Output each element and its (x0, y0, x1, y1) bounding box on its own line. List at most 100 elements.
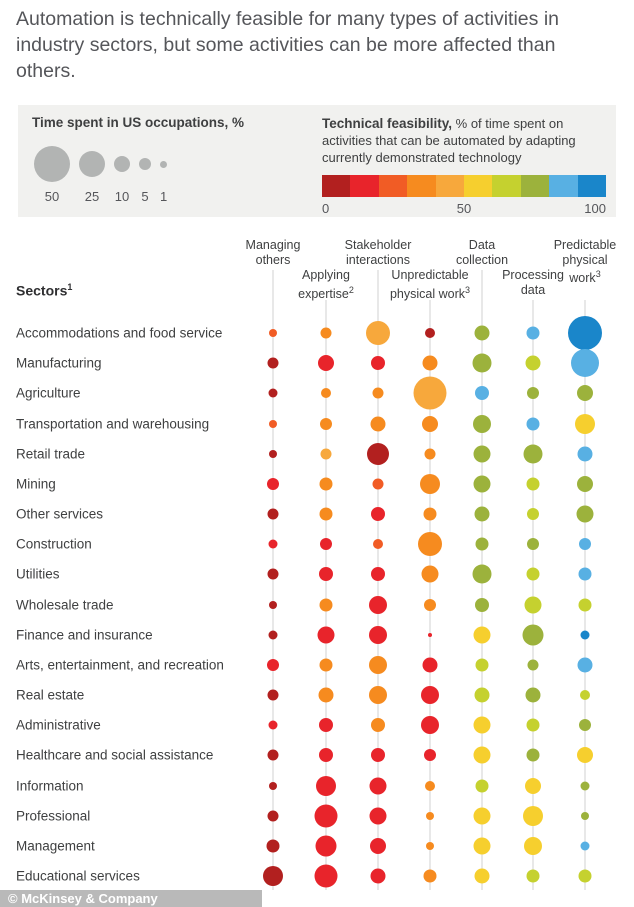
figure-title: Automation is technically feasible for m… (16, 8, 560, 82)
bubble-unpredictable-physical-work (421, 565, 439, 583)
bubble-data-collection (473, 746, 491, 764)
bubble-data-collection (475, 537, 489, 551)
sector-label: Accommodations and food service (16, 325, 223, 341)
bubble-data-collection (474, 506, 490, 522)
size-legend-label: 25 (84, 189, 100, 204)
bubble-applying-expertise (319, 567, 333, 582)
column-header-unpredictable-physical-work: Unpredictable physical work3 (389, 268, 471, 301)
size-legend-label: 5 (141, 189, 149, 204)
bubble-applying-expertise (320, 448, 332, 460)
bubble-stakeholder-interactions (371, 356, 385, 371)
sectors-column-title: Sectors1 (16, 282, 73, 299)
bubble-predictable-physical-work (577, 657, 593, 673)
bubble-data-collection (473, 445, 491, 463)
column-header-predictable-physical-work: Predictable physical work3 (553, 238, 617, 286)
bubble-managing-others (267, 508, 279, 520)
bubble-unpredictable-physical-work (420, 473, 440, 494)
bubble-applying-expertise (317, 626, 335, 644)
bubble-stakeholder-interactions (370, 837, 386, 854)
bubble-applying-expertise (320, 417, 332, 430)
bubble-processing-data (525, 355, 541, 371)
sector-label: Retail trade (16, 446, 86, 462)
bubble-unpredictable-physical-work (425, 780, 435, 791)
bubble-unpredictable-physical-work (413, 376, 447, 410)
sector-label: Healthcare and social assistance (16, 747, 214, 763)
feasibility-legend-title-rest: % of time spent on activities that can b… (322, 116, 576, 165)
scale-tick-0: 0 (322, 201, 330, 216)
bubble-managing-others (268, 539, 278, 549)
bubble-stakeholder-interactions (369, 686, 387, 705)
column-header-applying-expertise: Applying expertise2 (298, 268, 354, 301)
bubble-predictable-physical-work (580, 781, 590, 791)
bubble-stakeholder-interactions (369, 777, 387, 795)
bubble-stakeholder-interactions (369, 595, 387, 614)
color-scale-segment (378, 175, 408, 197)
bubble-stakeholder-interactions (366, 321, 390, 345)
legend-panel: Time spent in US occupations, % 50 25 10 5 1… (18, 105, 616, 217)
color-scale-segment (435, 175, 465, 197)
color-scale-segment (577, 175, 607, 197)
bubble-applying-expertise (315, 835, 337, 857)
bubble-managing-others (268, 720, 278, 730)
bubble-stakeholder-interactions (369, 655, 387, 674)
bubble-applying-expertise (321, 388, 331, 399)
bubble-unpredictable-physical-work (423, 869, 437, 883)
bubble-applying-expertise (320, 538, 332, 551)
sector-label: Agriculture (16, 385, 81, 401)
bubble-predictable-physical-work (576, 505, 594, 523)
bubble-stakeholder-interactions (371, 718, 385, 733)
bubble-data-collection (473, 837, 491, 855)
bubble-data-collection (472, 564, 492, 584)
bubble-stakeholder-interactions (372, 387, 384, 399)
column-header-managing-others: Managing others (245, 238, 301, 267)
size-legend-circle (139, 158, 151, 170)
sector-label: Construction (16, 536, 92, 552)
bubble-unpredictable-physical-work (423, 507, 437, 521)
bubble-stakeholder-interactions (367, 442, 389, 465)
sector-label: Other services (16, 506, 104, 522)
bubble-processing-data (522, 624, 544, 646)
sector-label: Finance and insurance (16, 627, 153, 643)
bubble-data-collection (473, 626, 491, 644)
column-header-stakeholder-interactions: Stakeholder interactions (344, 238, 412, 267)
size-legend-circle (160, 160, 168, 168)
column-axis-line (429, 300, 431, 890)
bubble-predictable-physical-work (580, 841, 590, 851)
sector-label: Information (16, 778, 84, 794)
bubble-unpredictable-physical-work (422, 415, 438, 432)
bubble-predictable-physical-work (577, 446, 593, 462)
bubble-unpredictable-physical-work (426, 841, 434, 850)
bubble-predictable-physical-work (577, 747, 593, 764)
bubble-stakeholder-interactions (373, 539, 383, 550)
color-scale-segment (492, 175, 521, 197)
bubble-data-collection (475, 658, 489, 672)
bubble-applying-expertise (319, 718, 333, 733)
bubble-unpredictable-physical-work (422, 657, 438, 673)
sector-label: Professional (16, 808, 91, 824)
bubble-stakeholder-interactions (371, 748, 385, 763)
sector-label: Real estate (16, 687, 85, 703)
bubble-data-collection (473, 414, 491, 433)
column-axis-line (325, 300, 327, 890)
column-header-data-collection: Data collection (455, 238, 509, 267)
sector-label: Mining (16, 476, 56, 492)
bubble-processing-data (523, 444, 543, 464)
bubble-processing-data (524, 836, 542, 855)
bubble-processing-data (526, 477, 540, 491)
bubble-managing-others (267, 810, 279, 822)
size-legend-item: 1 (160, 144, 167, 204)
bubble-stakeholder-interactions (372, 478, 384, 490)
size-legend-item: 50 (34, 144, 70, 204)
bubble-managing-others (266, 839, 280, 853)
bubble-processing-data (523, 805, 543, 826)
bubble-applying-expertise (314, 864, 338, 888)
bubble-predictable-physical-work (578, 598, 592, 612)
bubble-predictable-physical-work (575, 413, 595, 434)
bubble-processing-data (526, 417, 540, 430)
bubble-managing-others (267, 689, 279, 701)
feasibility-legend-title: Technical feasibility, % of time spent o… (322, 115, 608, 166)
bubble-predictable-physical-work (581, 811, 589, 820)
bubble-unpredictable-physical-work (426, 811, 434, 820)
color-scale-segment (407, 175, 436, 197)
